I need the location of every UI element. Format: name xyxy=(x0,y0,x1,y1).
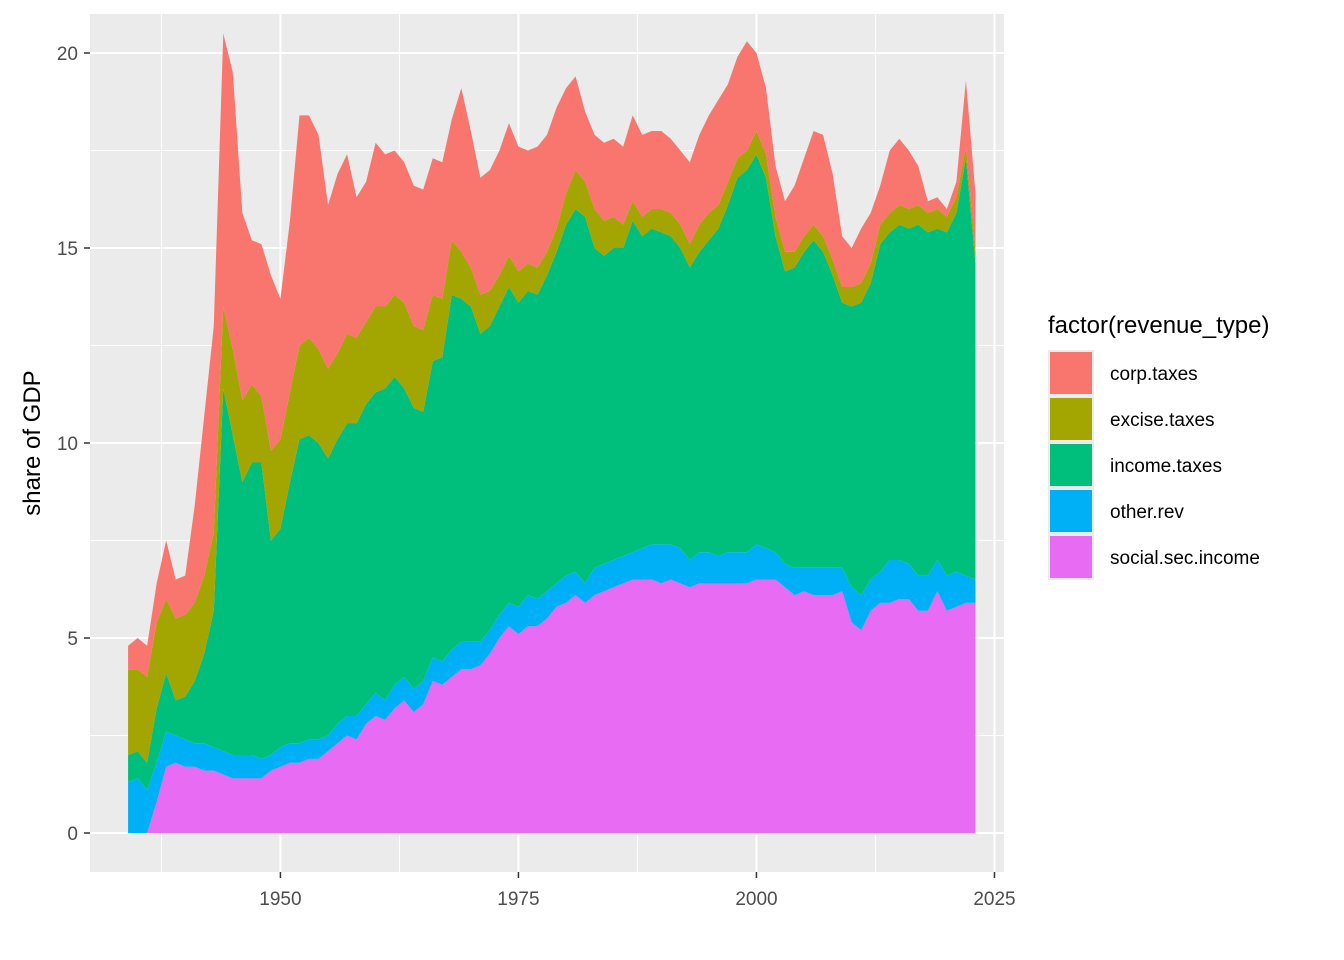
legend-title: factor(revenue_type) xyxy=(1048,312,1269,339)
legend-key-social-sec-income xyxy=(1050,536,1092,578)
legend-label: income.taxes xyxy=(1110,456,1222,477)
area-excise-taxes xyxy=(128,131,976,763)
legend-key-income-taxes xyxy=(1050,444,1092,486)
area-income-taxes xyxy=(128,154,976,791)
area-social-sec-income xyxy=(128,579,976,833)
x-tick-label: 2025 xyxy=(973,889,1015,910)
x-axis: 1950 1975 2000 2025 xyxy=(259,872,1016,910)
y-tick-label: 10 xyxy=(57,434,78,455)
legend-key-other-rev xyxy=(1050,490,1092,532)
y-tick-label: 20 xyxy=(57,44,78,65)
area-other-rev xyxy=(128,544,976,833)
y-tick-label: 0 xyxy=(67,824,78,845)
legend: factor(revenue_type) corp.taxes excise.ta… xyxy=(1048,312,1269,580)
y-tick-label: 5 xyxy=(67,629,78,650)
legend-label: excise.taxes xyxy=(1110,410,1215,431)
x-tick-label: 1950 xyxy=(259,889,301,910)
legend-label: social.sec.income xyxy=(1110,548,1260,569)
legend-key-excise-taxes xyxy=(1050,398,1092,440)
legend-label: other.rev xyxy=(1110,502,1184,523)
legend-label: corp.taxes xyxy=(1110,364,1198,385)
area-corp-taxes xyxy=(128,33,976,677)
y-axis: 0 5 10 15 20 xyxy=(57,44,90,845)
y-tick-label: 15 xyxy=(57,239,78,260)
x-tick-label: 2000 xyxy=(735,889,777,910)
legend-key-corp-taxes xyxy=(1050,352,1092,394)
y-axis-title: share of GDP xyxy=(19,370,46,515)
x-tick-label: 1975 xyxy=(497,889,539,910)
stacked-areas xyxy=(128,33,976,833)
